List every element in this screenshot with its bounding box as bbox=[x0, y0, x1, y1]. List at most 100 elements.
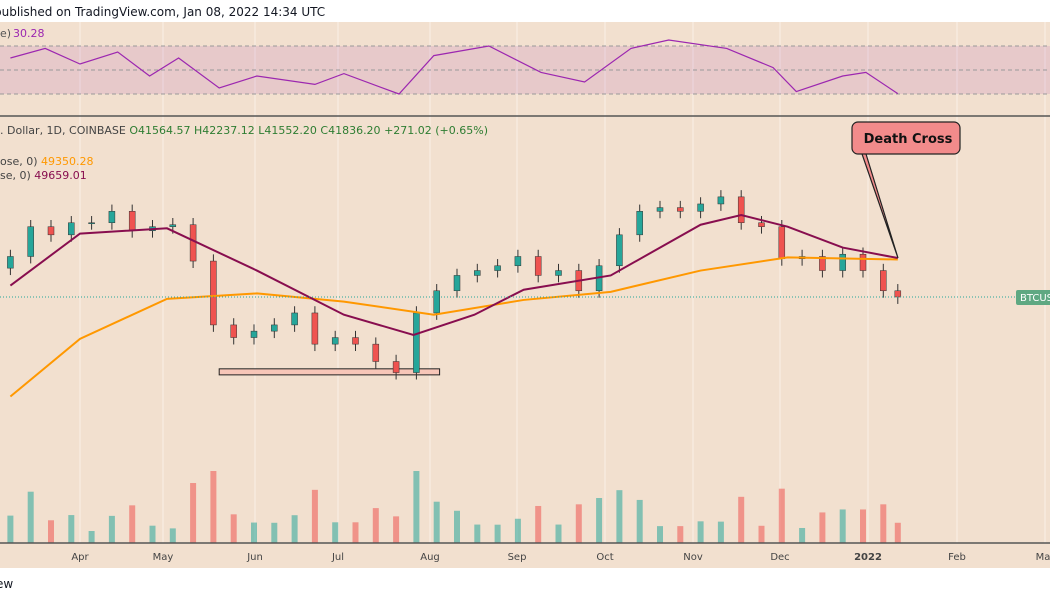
volume-bar bbox=[657, 526, 663, 543]
price-chart[interactable]: BTCUS Death Cross Apr May Jun Jul Aug Sep Oct Nov… bbox=[0, 22, 1050, 570]
open-value: O41564.57 bbox=[129, 124, 191, 137]
volume-bar bbox=[474, 524, 481, 543]
candle bbox=[413, 312, 420, 373]
volume-bar bbox=[494, 524, 501, 543]
volume-bar bbox=[352, 522, 359, 543]
candle bbox=[210, 260, 217, 326]
volume-bar bbox=[413, 471, 420, 543]
candle bbox=[514, 256, 522, 267]
volume-bar bbox=[190, 483, 197, 543]
candle bbox=[717, 196, 725, 205]
volume-bar bbox=[271, 522, 278, 543]
volume-bar bbox=[697, 521, 704, 543]
volume-bar bbox=[514, 518, 521, 543]
volume-bar bbox=[7, 515, 14, 543]
high-value: H42237.12 bbox=[194, 124, 255, 137]
support-zone bbox=[218, 368, 441, 376]
candle bbox=[128, 211, 136, 231]
candle bbox=[169, 224, 177, 227]
candle bbox=[352, 337, 359, 345]
rsi-legend-value: 30.28 bbox=[13, 27, 45, 40]
x-tick-label: Mar bbox=[1036, 552, 1050, 563]
x-tick-label: May bbox=[153, 552, 174, 563]
volume-bar bbox=[758, 525, 765, 543]
candle bbox=[474, 270, 481, 276]
candle bbox=[250, 330, 258, 338]
volume-bar bbox=[616, 490, 623, 543]
volume-bar bbox=[48, 520, 54, 543]
candle bbox=[534, 256, 542, 276]
candle bbox=[778, 226, 786, 260]
volume-bar bbox=[27, 491, 34, 543]
candle bbox=[555, 270, 562, 276]
ma200-legend: ose, 0) 49350.28 bbox=[0, 155, 94, 168]
volume-bar bbox=[88, 531, 95, 543]
x-tick-label: Dec bbox=[770, 552, 789, 563]
x-tick-label: Sep bbox=[508, 552, 527, 563]
candle bbox=[758, 222, 765, 227]
volume-bar bbox=[860, 509, 866, 543]
candle bbox=[372, 343, 380, 362]
rsi-legend-label: e) bbox=[0, 27, 12, 40]
candle bbox=[291, 312, 298, 326]
close-value: C41836.20 bbox=[320, 124, 381, 137]
volume-bar bbox=[230, 514, 237, 543]
volume-bar bbox=[839, 509, 846, 543]
ma200-label: ose, 0) bbox=[0, 155, 38, 168]
candle bbox=[47, 226, 55, 236]
symbol-info: . Dollar, 1D, COINBASE bbox=[0, 124, 126, 137]
publish-header: published on TradingView.com, Jan 08, 20… bbox=[0, 5, 326, 19]
candle bbox=[453, 275, 461, 292]
candle bbox=[880, 270, 887, 292]
candle bbox=[230, 324, 237, 338]
x-tick-label: Jun bbox=[246, 552, 263, 563]
volume-bar bbox=[636, 499, 643, 543]
volume-bar bbox=[68, 515, 75, 543]
volume-bar bbox=[717, 521, 724, 543]
volume-bar bbox=[291, 515, 298, 543]
ohlc-legend: . Dollar, 1D, COINBASE O41564.57 H42237.… bbox=[0, 124, 488, 137]
ma50-legend: se, 0) 49659.01 bbox=[0, 169, 87, 182]
candle bbox=[433, 290, 440, 314]
candle bbox=[271, 324, 278, 332]
candle bbox=[68, 222, 75, 236]
change-value: +271.02 (+0.65%) bbox=[384, 124, 489, 137]
ma50-line bbox=[9, 214, 898, 337]
candle bbox=[494, 265, 501, 271]
footer-text: ew bbox=[0, 577, 14, 591]
candle bbox=[677, 207, 684, 212]
x-tick-label: Apr bbox=[71, 552, 89, 563]
volume-bar bbox=[210, 471, 217, 543]
chart-background bbox=[0, 22, 1050, 568]
candle bbox=[27, 226, 34, 257]
candle bbox=[839, 253, 846, 271]
volume-bar bbox=[894, 522, 901, 543]
volume-bar bbox=[393, 516, 400, 543]
x-tick-label: Feb bbox=[948, 552, 966, 563]
volume-bar bbox=[372, 508, 379, 543]
volume-bar bbox=[169, 528, 176, 543]
candle bbox=[859, 253, 867, 271]
candle bbox=[616, 234, 623, 267]
candle bbox=[636, 211, 643, 236]
candle bbox=[311, 312, 319, 345]
volume-bar bbox=[108, 515, 115, 543]
ma50-label: se, 0) bbox=[0, 169, 31, 182]
rsi-line bbox=[10, 39, 899, 95]
volume-bar bbox=[535, 505, 542, 543]
volume-bar bbox=[596, 497, 603, 543]
candle bbox=[819, 256, 826, 271]
volume-bar bbox=[738, 496, 745, 543]
candle bbox=[189, 224, 197, 262]
ma200-line bbox=[9, 256, 898, 398]
x-tick-label: Jul bbox=[331, 552, 344, 563]
death-cross-label: Death Cross bbox=[864, 132, 953, 147]
candle bbox=[88, 222, 95, 225]
volume-bar bbox=[251, 522, 257, 543]
x-tick-label: Aug bbox=[420, 552, 440, 563]
volume-bar bbox=[433, 501, 440, 543]
candle bbox=[108, 211, 116, 224]
volume-bar bbox=[799, 527, 806, 543]
candle bbox=[697, 203, 704, 212]
ma50-value: 49659.01 bbox=[34, 169, 87, 182]
